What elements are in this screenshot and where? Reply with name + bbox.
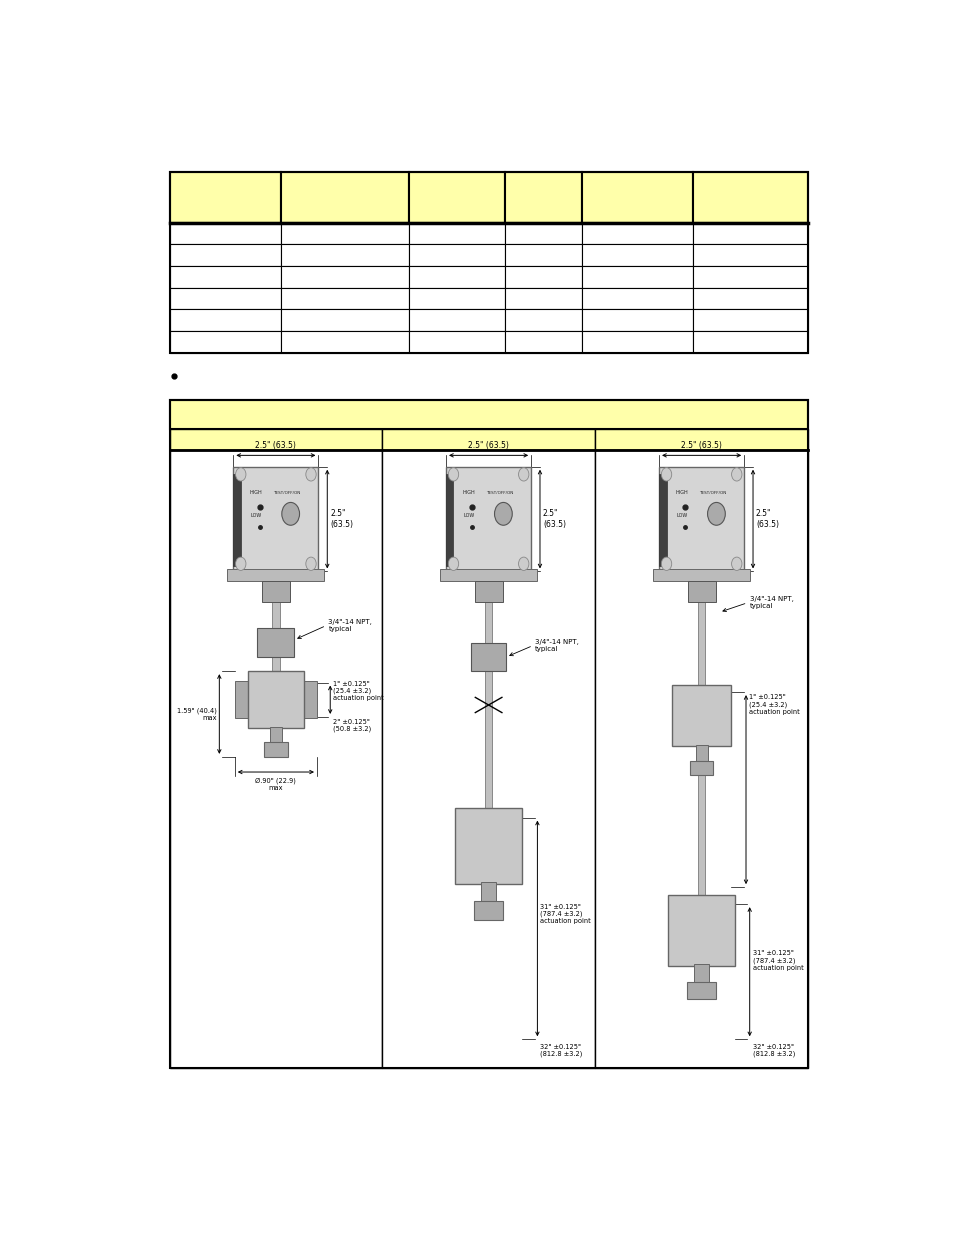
Bar (409, 172, 504, 222)
Text: 3/4"-14 NPT,
typical: 3/4"-14 NPT, typical (328, 619, 372, 632)
Bar (693, 266, 807, 288)
Bar (281, 245, 409, 266)
Bar (170, 400, 807, 429)
Text: TEST/OFF/ON: TEST/OFF/ON (699, 492, 725, 495)
Bar (170, 400, 807, 1068)
Bar (281, 266, 409, 288)
Circle shape (235, 468, 246, 482)
Bar (264, 741, 288, 757)
Bar (698, 601, 704, 684)
Bar (595, 429, 807, 450)
Circle shape (281, 503, 299, 525)
Bar (581, 222, 693, 245)
Bar (504, 331, 581, 353)
Bar (409, 309, 504, 331)
Bar (581, 288, 693, 309)
Bar (281, 309, 409, 331)
Text: 32" ±0.125"
(812.8 ±3.2): 32" ±0.125" (812.8 ±3.2) (752, 1044, 794, 1057)
Circle shape (306, 468, 315, 482)
Bar (455, 808, 521, 884)
Text: LOW: LOW (462, 513, 474, 517)
Bar (170, 429, 382, 450)
Bar (234, 680, 248, 718)
Text: 31" ±0.125"
(787.4 ±3.2)
actuation point: 31" ±0.125" (787.4 ±3.2) actuation point (752, 950, 802, 971)
Text: 3/4"-14 NPT,
typical: 3/4"-14 NPT, typical (749, 597, 793, 609)
Bar (659, 474, 666, 566)
Bar (474, 902, 503, 920)
Bar (595, 450, 807, 1068)
Circle shape (707, 503, 724, 525)
Bar (227, 569, 324, 580)
Bar (689, 761, 713, 774)
Bar (170, 309, 281, 331)
Bar (446, 467, 531, 572)
Bar (409, 331, 504, 353)
Bar (581, 245, 693, 266)
Bar (480, 882, 496, 903)
Bar (471, 642, 506, 672)
Bar (693, 172, 807, 222)
Bar (261, 580, 290, 601)
Circle shape (494, 503, 512, 525)
Text: TEST/OFF/ON: TEST/OFF/ON (486, 492, 513, 495)
Bar (687, 580, 715, 601)
Bar (693, 288, 807, 309)
Bar (474, 580, 502, 601)
Bar (581, 266, 693, 288)
Bar (409, 288, 504, 309)
Text: HIGH: HIGH (250, 490, 262, 495)
Bar (281, 172, 409, 222)
Bar (233, 467, 318, 572)
Text: 31" ±0.125"
(787.4 ±3.2)
actuation point: 31" ±0.125" (787.4 ±3.2) actuation point (539, 904, 591, 925)
Bar (581, 309, 693, 331)
Circle shape (518, 557, 528, 571)
Bar (693, 331, 807, 353)
Bar (170, 245, 281, 266)
Text: 1" ±0.125"
(25.4 ±3.2)
actuation point: 1" ±0.125" (25.4 ±3.2) actuation point (748, 694, 799, 715)
Bar (694, 965, 708, 983)
Text: 2.5" (63.5): 2.5" (63.5) (255, 441, 296, 450)
Text: 2.5"
(63.5): 2.5" (63.5) (330, 509, 353, 529)
Bar (281, 222, 409, 245)
Bar (695, 746, 707, 761)
Text: 1" ±0.125"
(25.4 ±3.2)
actuation point: 1" ±0.125" (25.4 ±3.2) actuation point (333, 680, 383, 701)
Circle shape (731, 468, 741, 482)
Circle shape (235, 557, 246, 571)
Bar (686, 982, 716, 999)
Bar (170, 288, 281, 309)
Bar (270, 727, 281, 742)
Text: TEST/OFF/ON: TEST/OFF/ON (274, 492, 300, 495)
Bar (659, 467, 743, 572)
Bar (668, 894, 734, 966)
Bar (409, 222, 504, 245)
Text: LOW: LOW (676, 513, 686, 517)
Bar (504, 266, 581, 288)
Bar (693, 245, 807, 266)
Bar (382, 450, 595, 1068)
Text: Ø.90" (22.9)
max: Ø.90" (22.9) max (255, 778, 296, 792)
Bar (248, 672, 303, 729)
Text: 32" ±0.125"
(812.8 ±3.2): 32" ±0.125" (812.8 ±3.2) (539, 1044, 582, 1057)
Bar (446, 474, 453, 566)
Bar (504, 309, 581, 331)
Bar (382, 429, 595, 450)
Bar (170, 266, 281, 288)
Text: 2.5"
(63.5): 2.5" (63.5) (755, 509, 779, 529)
Bar (693, 222, 807, 245)
Text: 1.59" (40.4)
max: 1.59" (40.4) max (177, 708, 217, 721)
Text: 3/4"-14 NPT,
typical: 3/4"-14 NPT, typical (535, 638, 578, 652)
Bar (170, 222, 281, 245)
Circle shape (660, 557, 671, 571)
Text: 2.5" (63.5): 2.5" (63.5) (680, 441, 721, 450)
Bar (281, 288, 409, 309)
Bar (303, 680, 316, 718)
Circle shape (448, 557, 458, 571)
Bar (693, 309, 807, 331)
Bar (281, 331, 409, 353)
Text: 2" ±0.125"
(50.8 ±3.2): 2" ±0.125" (50.8 ±3.2) (333, 719, 371, 732)
Text: HIGH: HIGH (462, 490, 475, 495)
Bar (272, 657, 279, 672)
Bar (409, 245, 504, 266)
Bar (581, 331, 693, 353)
Bar (504, 172, 581, 222)
